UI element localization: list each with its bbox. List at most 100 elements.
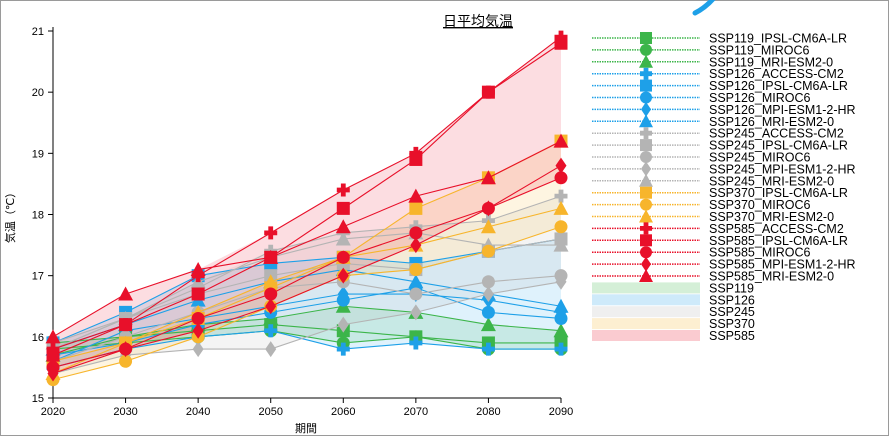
data-point xyxy=(554,220,568,234)
legend-label: SSP119 xyxy=(709,281,754,295)
legend-label: SSP126_MRI-ESM2-0 xyxy=(709,115,834,129)
legend-item: SSP245_ACCESS-CM2 xyxy=(592,127,844,141)
legend-marker xyxy=(639,269,653,282)
data-point xyxy=(480,219,496,234)
data-point xyxy=(192,341,204,358)
series-line xyxy=(52,140,562,362)
data-point xyxy=(337,267,349,284)
data-point xyxy=(409,287,423,301)
legend-item: SSP245_MIROC6 xyxy=(592,151,810,165)
data-point xyxy=(335,219,351,234)
series-line xyxy=(52,293,562,362)
data-point xyxy=(408,274,424,289)
data-point xyxy=(554,342,568,356)
data-point xyxy=(554,171,568,185)
legend-marker xyxy=(640,151,652,163)
data-point xyxy=(553,200,569,215)
legend-marker xyxy=(639,54,653,68)
legend-marker xyxy=(640,222,652,235)
x-tick-label: 2040 xyxy=(186,406,210,418)
legend-label: SSP370 xyxy=(709,317,755,331)
data-point xyxy=(553,323,569,338)
x-tick-label: 2060 xyxy=(331,406,355,418)
legend-marker xyxy=(641,161,651,177)
series-line xyxy=(52,330,561,368)
legend-label: SSP126_MPI-ESM1-2-HR xyxy=(709,103,856,117)
corner-arc-decoration xyxy=(692,0,716,16)
series-ssp585-mri-esm2-0 xyxy=(45,133,569,344)
legend-item: SSP370_MRI-ESM2-0 xyxy=(592,209,834,224)
series-ssp585-mpi-esm1-2-hr xyxy=(47,157,567,382)
series-line xyxy=(52,165,562,375)
series-line xyxy=(52,140,562,338)
legend-band-swatch xyxy=(592,306,700,318)
legend-band-swatch xyxy=(592,318,700,330)
band-ssp119 xyxy=(53,306,561,356)
legend-marker xyxy=(641,101,651,117)
legend-marker xyxy=(640,139,652,152)
legend-marker xyxy=(640,91,652,104)
data-point xyxy=(481,85,495,99)
data-point xyxy=(410,237,422,254)
data-point xyxy=(263,274,279,289)
data-point xyxy=(553,298,569,313)
legend-label: SSP245_IPSL-CM6A-LR xyxy=(709,139,848,153)
y-tick-label: 15 xyxy=(32,393,44,405)
legend-label: SSP245_MIROC6 xyxy=(709,151,810,165)
legend-band-item: SSP126 xyxy=(592,293,755,307)
legend-label: SSP126_MIROC6 xyxy=(709,91,810,105)
band-ssp585 xyxy=(53,37,561,374)
data-point xyxy=(480,170,496,185)
legend-item: SSP370_MIROC6 xyxy=(592,198,810,212)
legend-item: SSP126_IPSL-CM6A-LR xyxy=(592,79,848,93)
legend-marker xyxy=(639,114,653,128)
legend-label: SSP126_IPSL-CM6A-LR xyxy=(709,79,848,93)
data-point xyxy=(120,341,132,358)
legend-item: SSP245_IPSL-CM6A-LR xyxy=(592,139,848,153)
x-axis-label: 期間 xyxy=(295,422,317,435)
legend-marker xyxy=(640,79,652,92)
series-line xyxy=(52,36,562,350)
series-line xyxy=(52,177,562,368)
legend-band-item: SSP245 xyxy=(592,305,755,319)
legend-marker xyxy=(640,127,652,140)
data-point xyxy=(480,317,496,332)
y-tick-label: 21 xyxy=(32,26,44,38)
data-point xyxy=(191,311,205,325)
data-point xyxy=(335,231,351,246)
data-point xyxy=(190,262,206,277)
legend-item: SSP245_MPI-ESM1-2-HR xyxy=(592,161,856,177)
legend-label: SSP585_MIROC6 xyxy=(709,246,810,260)
data-point xyxy=(553,133,569,148)
data-point xyxy=(336,183,350,197)
legend-item: SSP585_IPSL-CM6A-LR xyxy=(592,234,848,248)
legend-label: SSP119_MIROC6 xyxy=(709,43,810,57)
legend-marker xyxy=(640,67,652,80)
legend-label: SSP370_IPSL-CM6A-LR xyxy=(709,186,848,200)
data-point xyxy=(554,189,568,203)
y-tick-label: 17 xyxy=(32,271,44,283)
data-point xyxy=(265,298,277,315)
data-point xyxy=(481,275,495,289)
data-point xyxy=(119,354,133,368)
data-point xyxy=(482,200,494,217)
y-tick-label: 19 xyxy=(32,148,44,160)
legend-band-swatch xyxy=(592,294,700,306)
legend-marker xyxy=(640,186,652,199)
legend-item: SSP585_ACCESS-CM2 xyxy=(592,222,844,236)
data-point xyxy=(336,342,350,356)
data-point xyxy=(336,201,350,215)
legend-label: SSP370_MIROC6 xyxy=(709,198,810,212)
data-point xyxy=(408,188,424,203)
series-line xyxy=(52,238,562,344)
data-point xyxy=(263,249,279,264)
legend-label: SSP245_MPI-ESM1-2-HR xyxy=(709,162,856,176)
legend-marker xyxy=(639,173,653,187)
data-point xyxy=(336,250,350,264)
legend: SSP119_IPSL-CM6A-LRSSP119_MIROC6SSP119_M… xyxy=(592,32,856,343)
data-point xyxy=(264,226,278,240)
y-tick-label: 20 xyxy=(32,87,44,99)
y-axis-label: 気温（℃） xyxy=(3,187,17,243)
